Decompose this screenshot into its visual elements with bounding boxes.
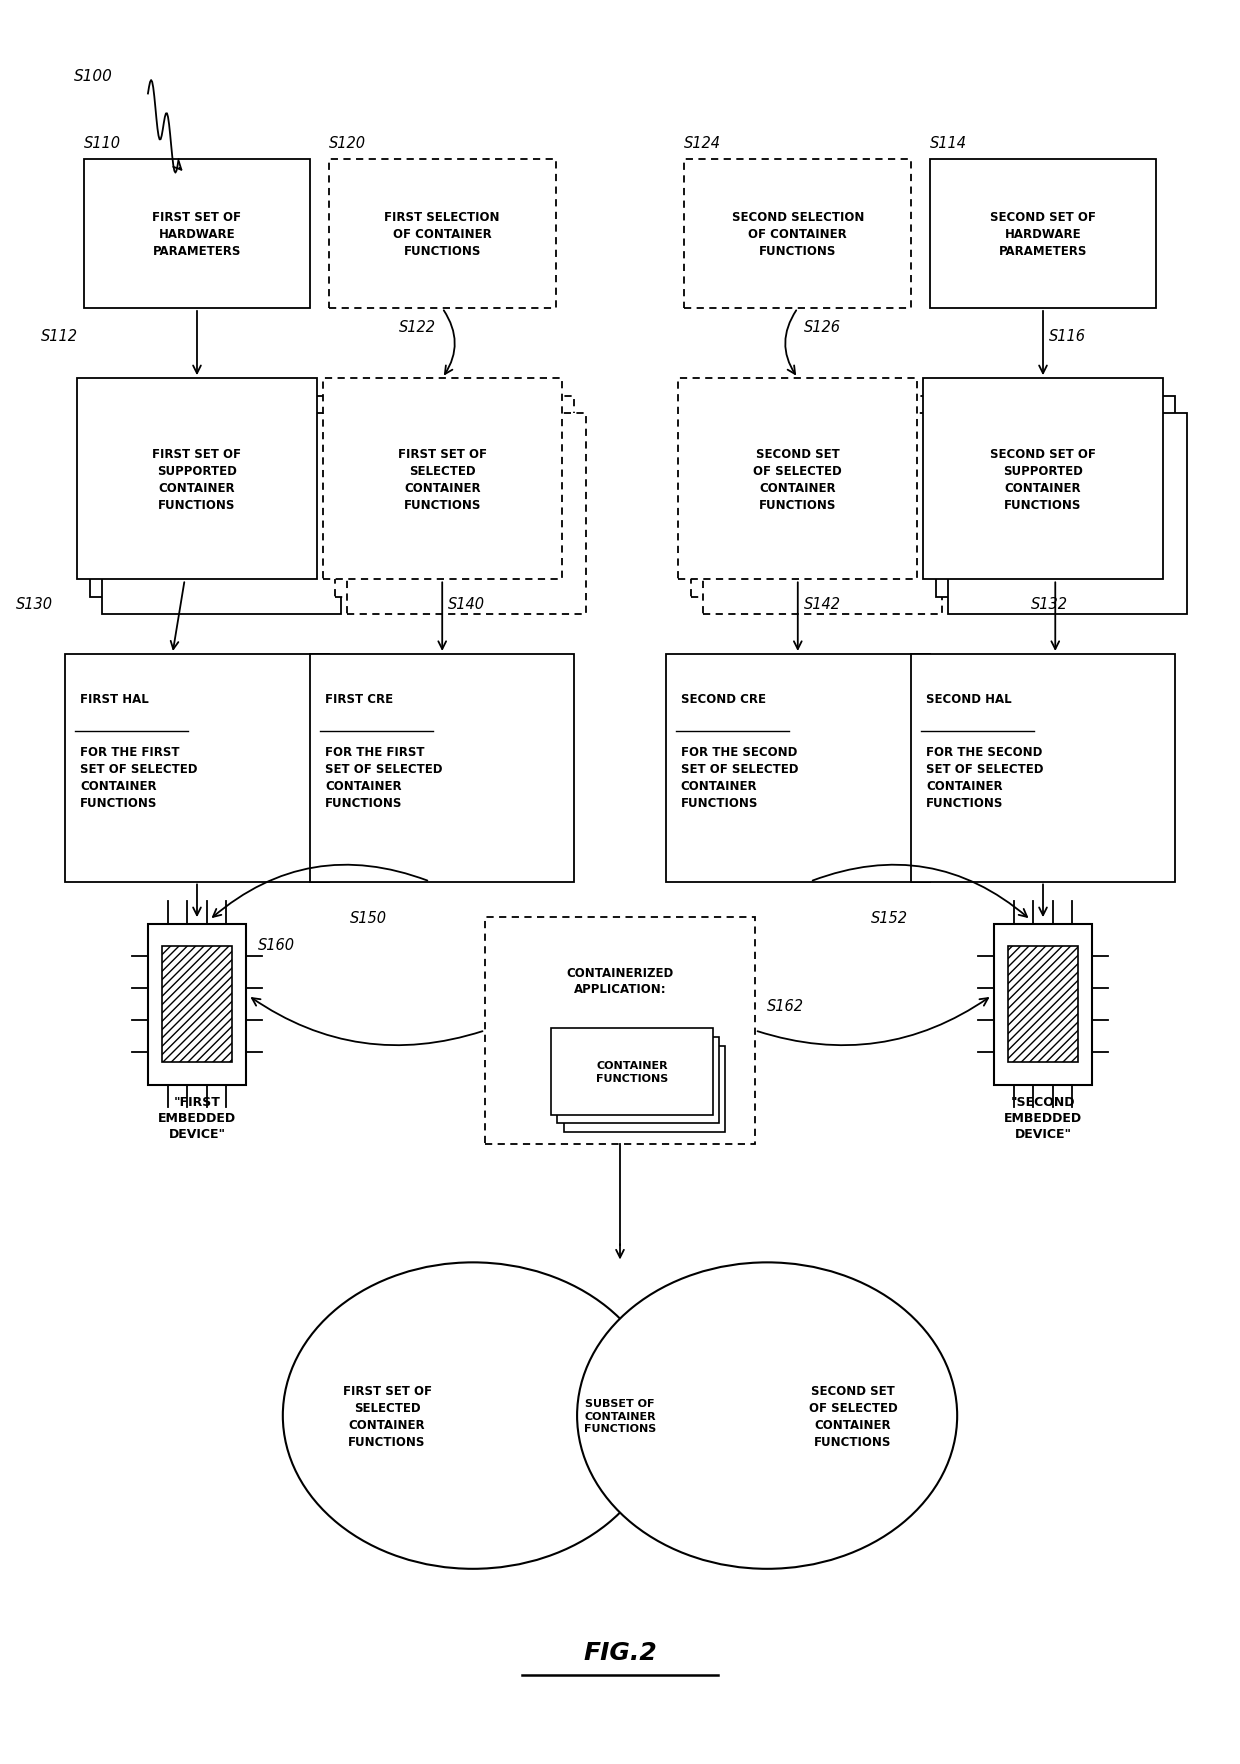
Bar bbox=[936, 397, 1174, 598]
Text: S122: S122 bbox=[399, 319, 436, 335]
Bar bbox=[949, 415, 1187, 616]
Bar bbox=[485, 917, 755, 1145]
Text: S114: S114 bbox=[930, 136, 967, 152]
Bar bbox=[148, 924, 246, 1085]
Text: S112: S112 bbox=[41, 328, 77, 344]
Text: S124: S124 bbox=[684, 136, 722, 152]
Text: FIG.2: FIG.2 bbox=[583, 1641, 657, 1663]
Bar bbox=[347, 415, 587, 616]
Text: S116: S116 bbox=[1049, 328, 1086, 344]
Text: FIRST SET OF
SELECTED
CONTAINER
FUNCTIONS: FIRST SET OF SELECTED CONTAINER FUNCTION… bbox=[398, 448, 487, 512]
Bar bbox=[924, 379, 1163, 580]
Text: CONTAINER
FUNCTIONS: CONTAINER FUNCTIONS bbox=[596, 1060, 668, 1083]
Text: S142: S142 bbox=[804, 596, 841, 612]
Bar bbox=[666, 654, 930, 882]
Text: FIRST SET OF
HARDWARE
PARAMETERS: FIRST SET OF HARDWARE PARAMETERS bbox=[153, 212, 242, 258]
Text: SECOND SET OF
HARDWARE
PARAMETERS: SECOND SET OF HARDWARE PARAMETERS bbox=[990, 212, 1096, 258]
Bar bbox=[161, 947, 232, 1062]
Bar bbox=[102, 415, 341, 616]
Bar bbox=[310, 654, 574, 882]
Bar bbox=[994, 924, 1092, 1085]
Text: FIRST SELECTION
OF CONTAINER
FUNCTIONS: FIRST SELECTION OF CONTAINER FUNCTIONS bbox=[384, 212, 500, 258]
Bar bbox=[89, 397, 329, 598]
Text: "SECOND
EMBEDDED
DEVICE": "SECOND EMBEDDED DEVICE" bbox=[1004, 1095, 1083, 1141]
Text: FIRST SET OF
SELECTED
CONTAINER
FUNCTIONS: FIRST SET OF SELECTED CONTAINER FUNCTION… bbox=[342, 1383, 432, 1448]
Text: SECOND SET
OF SELECTED
CONTAINER
FUNCTIONS: SECOND SET OF SELECTED CONTAINER FUNCTIO… bbox=[754, 448, 842, 512]
Text: FOR THE SECOND
SET OF SELECTED
CONTAINER
FUNCTIONS: FOR THE SECOND SET OF SELECTED CONTAINER… bbox=[681, 746, 799, 810]
Text: SECOND SET
OF SELECTED
CONTAINER
FUNCTIONS: SECOND SET OF SELECTED CONTAINER FUNCTIO… bbox=[808, 1383, 898, 1448]
Text: CONTAINERIZED
APPLICATION:: CONTAINERIZED APPLICATION: bbox=[567, 967, 673, 995]
Text: S126: S126 bbox=[804, 319, 841, 335]
Bar bbox=[552, 1028, 713, 1115]
Text: FIRST HAL: FIRST HAL bbox=[79, 693, 149, 706]
Bar bbox=[684, 161, 911, 309]
Text: "FIRST
EMBEDDED
DEVICE": "FIRST EMBEDDED DEVICE" bbox=[157, 1095, 236, 1141]
Bar bbox=[564, 1046, 725, 1132]
Text: S140: S140 bbox=[449, 596, 485, 612]
Bar bbox=[911, 654, 1174, 882]
Text: FOR THE FIRST
SET OF SELECTED
CONTAINER
FUNCTIONS: FOR THE FIRST SET OF SELECTED CONTAINER … bbox=[325, 746, 443, 810]
Bar bbox=[83, 161, 310, 309]
Bar bbox=[66, 654, 329, 882]
Bar bbox=[322, 379, 562, 580]
Bar bbox=[703, 415, 942, 616]
Bar bbox=[77, 379, 316, 580]
Text: SECOND CRE: SECOND CRE bbox=[681, 693, 765, 706]
Text: S110: S110 bbox=[83, 136, 120, 152]
Text: S100: S100 bbox=[74, 69, 113, 85]
Text: S160: S160 bbox=[258, 937, 295, 953]
Bar bbox=[930, 161, 1157, 309]
Text: FOR THE FIRST
SET OF SELECTED
CONTAINER
FUNCTIONS: FOR THE FIRST SET OF SELECTED CONTAINER … bbox=[79, 746, 197, 810]
Bar bbox=[691, 397, 930, 598]
Bar bbox=[678, 379, 918, 580]
Bar bbox=[329, 161, 556, 309]
Ellipse shape bbox=[283, 1263, 663, 1568]
Text: S120: S120 bbox=[329, 136, 366, 152]
Ellipse shape bbox=[577, 1263, 957, 1568]
Text: FOR THE SECOND
SET OF SELECTED
CONTAINER
FUNCTIONS: FOR THE SECOND SET OF SELECTED CONTAINER… bbox=[926, 746, 1043, 810]
Text: S130: S130 bbox=[16, 596, 53, 612]
Bar bbox=[558, 1037, 719, 1124]
Text: S132: S132 bbox=[1030, 596, 1068, 612]
Text: S162: S162 bbox=[768, 998, 804, 1013]
Text: FIRST CRE: FIRST CRE bbox=[325, 693, 393, 706]
Text: SUBSET OF
CONTAINER
FUNCTIONS: SUBSET OF CONTAINER FUNCTIONS bbox=[584, 1399, 656, 1432]
Text: SECOND SELECTION
OF CONTAINER
FUNCTIONS: SECOND SELECTION OF CONTAINER FUNCTIONS bbox=[732, 212, 864, 258]
Text: SECOND SET OF
SUPPORTED
CONTAINER
FUNCTIONS: SECOND SET OF SUPPORTED CONTAINER FUNCTI… bbox=[990, 448, 1096, 512]
Text: FIRST SET OF
SUPPORTED
CONTAINER
FUNCTIONS: FIRST SET OF SUPPORTED CONTAINER FUNCTIO… bbox=[153, 448, 242, 512]
Bar bbox=[335, 397, 574, 598]
Bar bbox=[1008, 947, 1079, 1062]
Text: S152: S152 bbox=[872, 910, 909, 926]
Text: S150: S150 bbox=[350, 910, 387, 926]
Text: SECOND HAL: SECOND HAL bbox=[926, 693, 1012, 706]
